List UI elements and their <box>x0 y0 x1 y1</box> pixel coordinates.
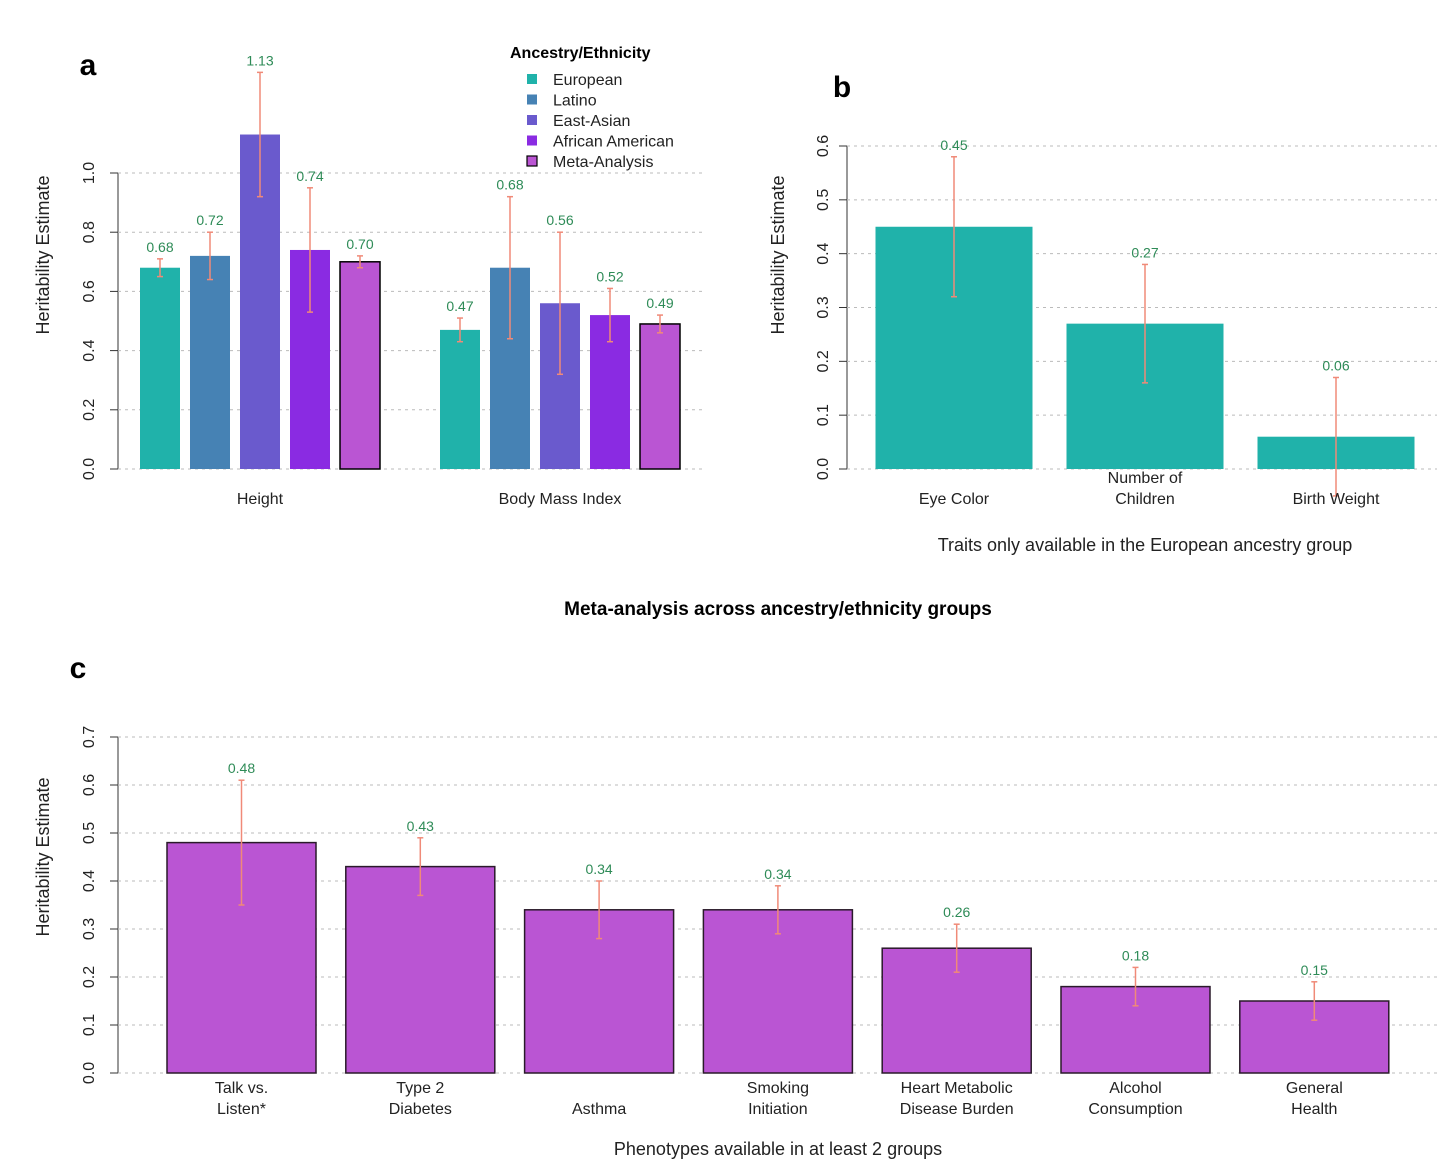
bar <box>339 261 381 470</box>
y-tick-label: 0.0 <box>81 458 98 480</box>
x-tick-label: Talk vs. Listen* <box>214 1080 269 1118</box>
panel-label: b <box>833 71 851 104</box>
y-tick-label: 0.7 <box>81 726 98 748</box>
x-tick-label: Alcohol Consumption <box>1088 1080 1183 1118</box>
y-tick-label: 0.2 <box>81 966 98 988</box>
y-axis-label: Heritability Estimate <box>33 175 53 334</box>
panel-label: a <box>80 49 97 82</box>
y-tick-label: 0.3 <box>81 918 98 940</box>
y-tick-label: 0.1 <box>815 404 832 426</box>
data-label: 0.74 <box>296 168 323 184</box>
x-axis-label: Traits only available in the European an… <box>938 535 1353 555</box>
x-tick-label: Type 2 Diabetes <box>388 1080 452 1118</box>
legend-title: Ancestry/Ethnicity <box>510 45 651 62</box>
y-tick-label: 0.0 <box>81 1062 98 1084</box>
data-label: 0.56 <box>546 212 573 228</box>
data-label: 0.45 <box>940 137 967 153</box>
x-tick-label: Birth Weight <box>1292 491 1380 508</box>
legend-swatch <box>527 135 537 146</box>
data-label: 0.68 <box>496 177 523 193</box>
data-label: 0.26 <box>943 904 970 920</box>
x-tick-label: Eye Color <box>918 491 990 508</box>
y-tick-label: 0.6 <box>81 774 98 796</box>
bar <box>440 329 480 469</box>
legend-swatch <box>527 115 537 125</box>
data-label: 0.34 <box>585 861 612 877</box>
data-label: 0.48 <box>228 760 255 776</box>
x-tick-label: Number of Children <box>1107 470 1183 508</box>
x-tick-label: Body Mass Index <box>498 491 622 508</box>
data-label: 0.68 <box>146 239 173 255</box>
bar <box>140 267 180 469</box>
legend-swatch <box>527 74 537 84</box>
y-tick-label: 0.3 <box>815 296 832 318</box>
bar <box>1239 1000 1390 1074</box>
data-label: 0.43 <box>407 818 434 834</box>
data-label: 0.06 <box>1322 357 1349 373</box>
chart-title: Meta-analysis across ancestry/ethnicity … <box>564 599 992 620</box>
x-tick-label: Asthma <box>571 1101 627 1118</box>
bar <box>639 323 681 470</box>
y-tick-label: 0.8 <box>81 221 98 243</box>
legend-label: African American <box>553 134 674 151</box>
x-tick-label: Height <box>236 491 284 508</box>
y-tick-label: 0.6 <box>81 280 98 302</box>
y-axis-label: Heritability Estimate <box>33 777 53 936</box>
y-tick-label: 0.4 <box>81 339 98 361</box>
data-label: 0.18 <box>1122 947 1149 963</box>
legend-label: East-Asian <box>553 113 630 130</box>
legend-label: Meta-Analysis <box>553 154 653 171</box>
data-label: 0.52 <box>596 268 623 284</box>
y-tick-label: 0.2 <box>815 350 832 372</box>
data-label: 1.13 <box>246 52 273 68</box>
x-tick-label: Smoking Initiation <box>746 1080 810 1118</box>
y-tick-label: 0.5 <box>81 822 98 844</box>
legend-swatch <box>526 155 538 167</box>
data-label: 0.15 <box>1301 962 1328 978</box>
panel-label: c <box>70 652 87 685</box>
y-tick-label: 0.5 <box>815 189 832 211</box>
y-tick-label: 1.0 <box>81 162 98 184</box>
legend-swatch <box>527 94 537 105</box>
legend-label: European <box>553 72 622 89</box>
y-axis-label: Heritability Estimate <box>768 175 788 334</box>
y-tick-label: 0.6 <box>815 135 832 157</box>
bar <box>345 865 496 1074</box>
y-tick-label: 0.2 <box>81 399 98 421</box>
y-tick-label: 0.4 <box>81 870 98 892</box>
data-label: 0.34 <box>764 866 791 882</box>
y-tick-label: 0.4 <box>815 242 832 264</box>
data-label: 0.72 <box>196 212 223 228</box>
y-tick-label: 0.0 <box>815 458 832 480</box>
data-label: 0.47 <box>446 298 473 314</box>
x-axis-label: Phenotypes available in at least 2 group… <box>614 1139 942 1159</box>
data-label: 0.49 <box>646 295 673 311</box>
x-tick-label: Heart Metabolic Disease Burden <box>899 1080 1014 1118</box>
legend-label: Latino <box>553 93 597 110</box>
x-tick-label: General Health <box>1285 1080 1343 1118</box>
data-label: 0.70 <box>346 236 373 252</box>
data-label: 0.27 <box>1131 244 1158 260</box>
y-tick-label: 0.1 <box>81 1014 98 1036</box>
bar <box>190 255 230 469</box>
